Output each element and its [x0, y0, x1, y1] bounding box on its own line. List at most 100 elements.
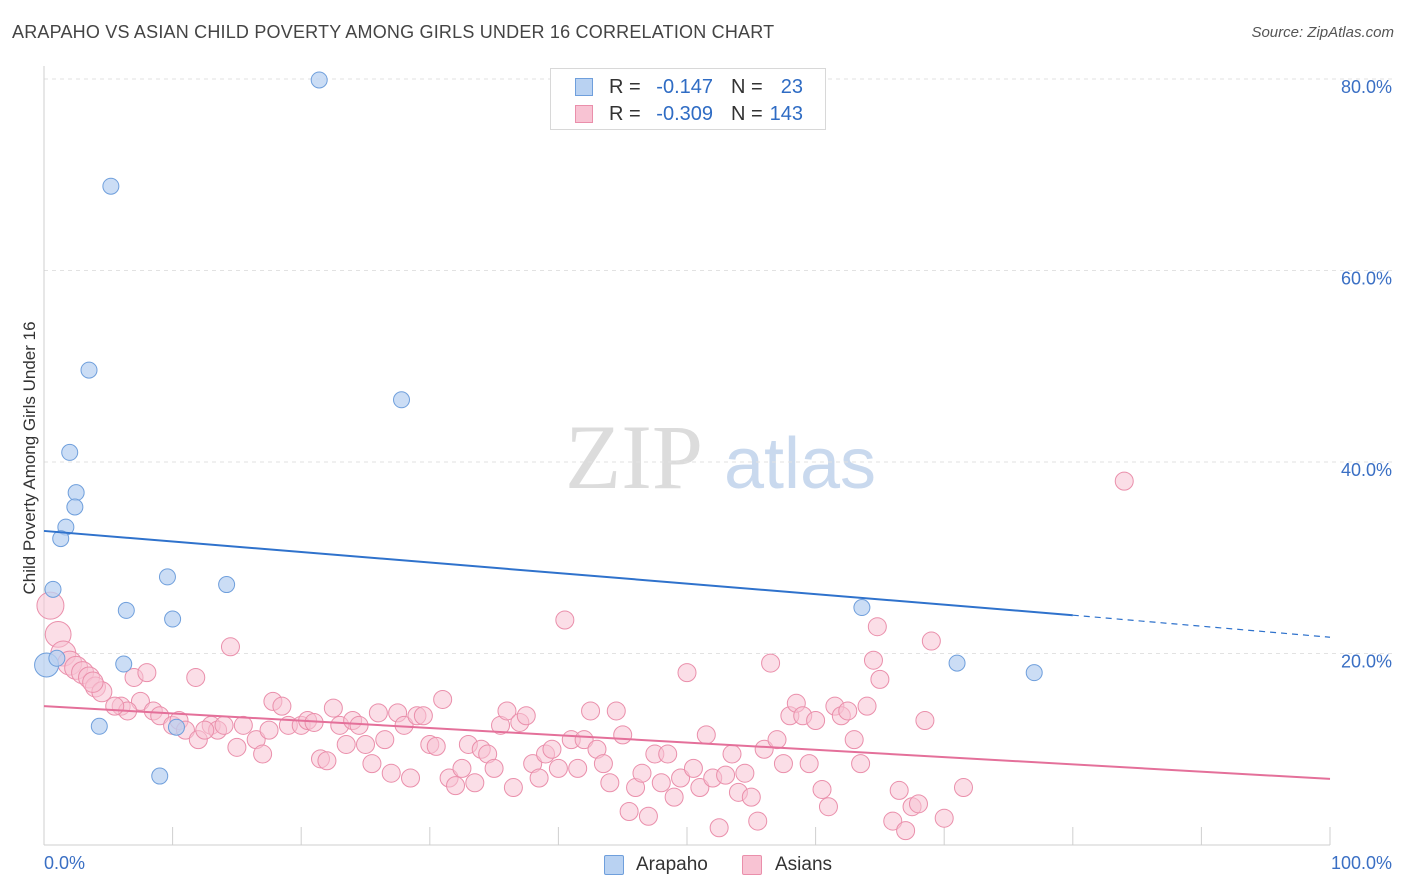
asians-point: [767, 730, 787, 750]
watermark: ZIP atlas: [565, 406, 876, 508]
asians-point: [683, 758, 703, 778]
r-value: -0.147: [656, 76, 713, 98]
asians-point: [336, 734, 356, 754]
arapaho-point: [158, 568, 176, 586]
asians-point: [773, 754, 793, 774]
arapaho-point: [61, 443, 79, 461]
asians-point: [677, 663, 697, 683]
asians-point: [137, 663, 157, 683]
asians-point: [452, 758, 472, 778]
r-value: -0.309: [656, 103, 713, 125]
arapaho-point: [102, 177, 120, 195]
r-label: R =: [609, 103, 641, 125]
n-value: 23: [780, 76, 803, 98]
arapaho-point: [1025, 664, 1043, 682]
arapaho-point: [151, 767, 169, 785]
arapaho-point: [218, 576, 236, 594]
asians-point: [889, 780, 909, 800]
arapaho-trend-line: [43, 529, 1073, 617]
asians-point: [651, 773, 671, 793]
asians-point: [497, 701, 517, 721]
asians-point: [227, 737, 247, 757]
arapaho-point: [948, 654, 966, 672]
asians-point: [921, 631, 941, 651]
arapaho-point: [80, 361, 98, 379]
arapaho-trend-extension: [1072, 614, 1331, 638]
asians-legend-swatch: [742, 855, 762, 875]
asians-point: [568, 758, 588, 778]
asians-point: [735, 763, 755, 783]
arapaho-points: [34, 71, 1043, 785]
arapaho-point: [67, 484, 85, 502]
chart-title: ARAPAHO VS ASIAN CHILD POVERTY AMONG GIR…: [12, 22, 775, 42]
y-tick-label: 60.0%: [1341, 269, 1392, 289]
asians-point: [613, 725, 633, 745]
asians-point: [812, 779, 832, 799]
asians-point: [581, 701, 601, 721]
asians-point: [664, 787, 684, 807]
asians-point: [716, 765, 736, 785]
asians-point: [368, 703, 388, 723]
asians-point: [362, 754, 382, 774]
asians-point: [638, 806, 658, 826]
arapaho-point: [167, 718, 185, 736]
correlation-legend: R = -0.147 N = 23 R = -0.309 N = 143: [550, 68, 826, 130]
asians-point: [606, 701, 626, 721]
source-label: Source: ZipAtlas.com: [1251, 24, 1394, 41]
arapaho-point: [115, 655, 133, 673]
asians-point: [426, 736, 446, 756]
asians-point: [356, 734, 375, 754]
asians-point: [915, 711, 935, 731]
asians-point: [1114, 471, 1134, 491]
arapaho-point: [310, 71, 328, 89]
asians-point: [253, 744, 273, 764]
asians-point: [542, 739, 562, 759]
asians-point: [851, 754, 871, 774]
asians-points: [36, 471, 1134, 841]
legend-row-arapaho: R = -0.147 N = 23: [551, 73, 825, 99]
asians-point: [593, 754, 613, 774]
asians-point: [838, 701, 858, 721]
asians-point: [186, 667, 206, 687]
asians-point: [503, 778, 523, 798]
asians-point: [748, 811, 768, 831]
asians-point: [555, 610, 575, 630]
asians-point: [867, 617, 887, 637]
asians-point: [844, 730, 864, 750]
arapaho-point: [52, 530, 70, 548]
asians-point: [709, 818, 729, 838]
asians-point: [130, 691, 150, 711]
arapaho-legend-label: Arapaho: [636, 854, 708, 875]
n-label: N =: [731, 76, 763, 98]
series-legend: Arapaho Asians: [0, 852, 1406, 878]
asians-point: [857, 696, 877, 716]
arapaho-point: [393, 391, 411, 409]
axes: [43, 66, 1331, 846]
asians-point: [818, 797, 838, 817]
asians-point: [446, 776, 466, 796]
asians-point: [272, 696, 292, 716]
arapaho-legend-swatch: [604, 855, 624, 875]
asians-point: [883, 811, 903, 831]
asians-point: [529, 768, 549, 788]
asians-point: [671, 768, 691, 788]
asians-point: [863, 650, 883, 670]
asians-point: [896, 821, 916, 841]
arapaho-point: [853, 599, 871, 617]
asians-point: [548, 758, 568, 778]
asians-point: [150, 706, 170, 726]
asians-point: [413, 706, 433, 726]
asians-point: [220, 637, 240, 657]
asians-legend-label: Asians: [775, 854, 833, 875]
x-tick-label: 0.0%: [44, 853, 85, 873]
asians-point: [908, 794, 928, 814]
r-label: R =: [609, 76, 641, 98]
arapaho-point: [48, 649, 66, 667]
asians-point: [870, 669, 890, 689]
x-tick-label: 100.0%: [1331, 853, 1392, 873]
asians-point: [233, 715, 253, 735]
y-tick-label: 40.0%: [1341, 460, 1392, 480]
asians-point: [195, 720, 215, 740]
arapaho-point: [90, 717, 108, 735]
asians-point: [696, 725, 716, 745]
